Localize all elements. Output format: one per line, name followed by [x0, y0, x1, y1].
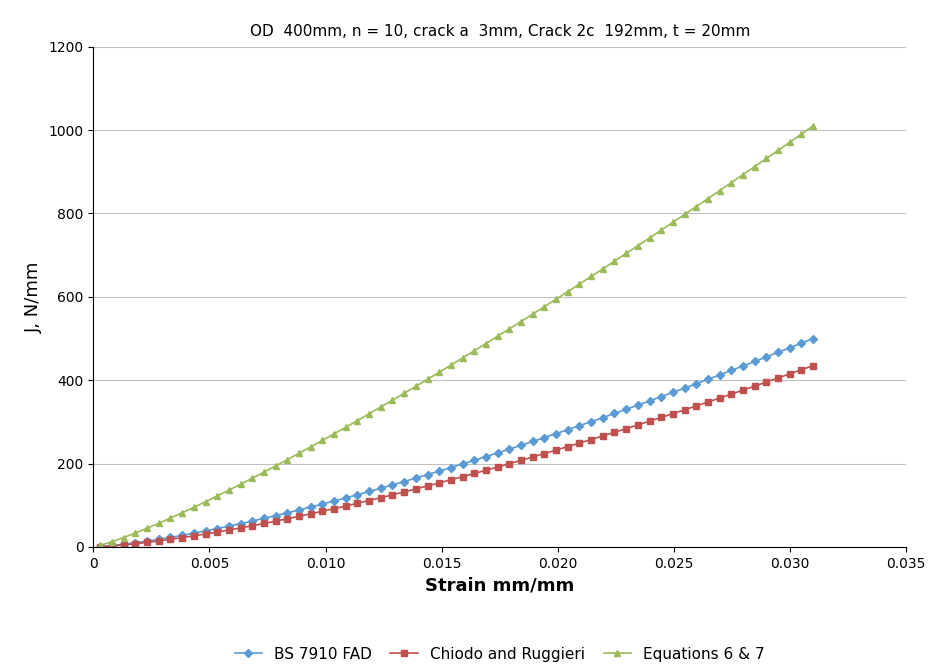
BS 7910 FAD — [714, 371, 725, 379]
Line: Chiodo and Ruggieri: Chiodo and Ruggieri — [97, 363, 816, 550]
Legend: BS 7910 FAD, Chiodo and Ruggieri, Equations 6 & 7: BS 7910 FAD, Chiodo and Ruggieri, Equati… — [227, 640, 772, 667]
Equations 6 & 7 — [282, 456, 293, 464]
BS 7910 FAD — [282, 509, 293, 517]
Chiodo and Ruggieri — [796, 366, 807, 374]
Line: BS 7910 FAD: BS 7910 FAD — [97, 336, 816, 550]
Equations 6 & 7 — [527, 310, 538, 318]
Equations 6 & 7 — [714, 187, 725, 195]
BS 7910 FAD — [94, 542, 106, 550]
Equations 6 & 7 — [153, 520, 164, 528]
Line: Equations 6 & 7: Equations 6 & 7 — [97, 123, 816, 548]
BS 7910 FAD — [808, 334, 819, 343]
Equations 6 & 7 — [94, 542, 106, 550]
Chiodo and Ruggieri — [94, 543, 106, 551]
BS 7910 FAD — [527, 438, 538, 446]
BS 7910 FAD — [153, 536, 164, 544]
Chiodo and Ruggieri — [235, 524, 247, 532]
Title: OD  400mm, n = 10, crack a  3mm, Crack 2c  192mm, t = 20mm: OD 400mm, n = 10, crack a 3mm, Crack 2c … — [249, 23, 750, 39]
BS 7910 FAD — [235, 520, 247, 528]
Equations 6 & 7 — [235, 480, 247, 488]
Equations 6 & 7 — [796, 130, 807, 138]
X-axis label: Strain mm/mm: Strain mm/mm — [425, 576, 574, 594]
Chiodo and Ruggieri — [714, 394, 725, 402]
Equations 6 & 7 — [808, 122, 819, 130]
Chiodo and Ruggieri — [153, 537, 164, 545]
Chiodo and Ruggieri — [527, 453, 538, 461]
BS 7910 FAD — [796, 339, 807, 347]
Y-axis label: J, N/mm: J, N/mm — [25, 261, 43, 333]
Chiodo and Ruggieri — [282, 515, 293, 523]
Chiodo and Ruggieri — [808, 362, 819, 370]
